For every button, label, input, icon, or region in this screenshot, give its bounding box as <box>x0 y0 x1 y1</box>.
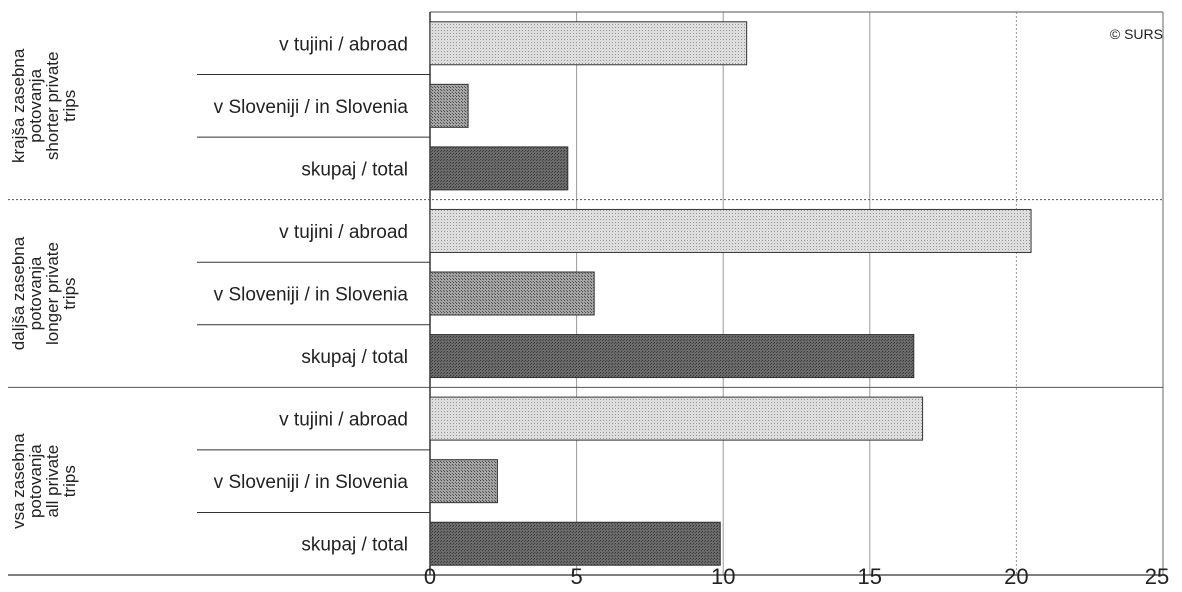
category-label: skupaj / total <box>301 535 408 556</box>
category-label: v tujini / abroad <box>279 34 408 55</box>
group-label-line: vsa zasebna <box>9 433 28 529</box>
x-tick-label: 0 <box>424 564 436 587</box>
x-tick-label: 20 <box>1004 564 1028 587</box>
x-tick-label: 10 <box>711 564 735 587</box>
bar-abroad <box>429 208 1032 253</box>
group-label-line: longer private <box>43 242 62 345</box>
group-label-line: krajša zasebna <box>9 48 28 163</box>
bar-slovenia <box>429 459 498 504</box>
category-label: v tujini / abroad <box>279 222 408 243</box>
group-label-line: shorter private <box>43 51 62 160</box>
group-label-line: daljša zasebna <box>9 236 28 350</box>
bar-total <box>429 334 915 379</box>
category-label: v Sloveniji / in Slovenia <box>214 285 409 306</box>
grid-layer <box>576 12 1017 575</box>
group-label-line: potovanja <box>26 68 45 142</box>
group-label-line: trips <box>60 90 79 122</box>
group-label-line: all private <box>43 445 62 518</box>
x-tick-label: 15 <box>858 564 882 587</box>
category-label: skupaj / total <box>301 347 408 368</box>
category-label: skupaj / total <box>301 159 408 180</box>
bar-total <box>429 146 569 191</box>
group-label-line: potovanja <box>26 256 45 330</box>
bar-abroad <box>429 21 748 66</box>
category-label: v Sloveniji / in Slovenia <box>214 97 409 118</box>
copyright-label: © SURS <box>1110 26 1163 42</box>
bar-total <box>429 521 721 566</box>
group-label-line: trips <box>60 465 79 497</box>
category-label: v Sloveniji / in Slovenia <box>214 472 409 493</box>
bars-layer <box>429 21 1032 566</box>
x-tick-label: 5 <box>570 564 582 587</box>
category-label: v tujini / abroad <box>279 410 408 431</box>
x-tick-label: 25 <box>1145 564 1169 587</box>
bar-slovenia <box>429 83 469 128</box>
group-label-line: potovanja <box>26 444 45 518</box>
bar-slovenia <box>429 271 595 316</box>
group-label-line: trips <box>60 277 79 309</box>
bar-abroad <box>429 396 924 441</box>
